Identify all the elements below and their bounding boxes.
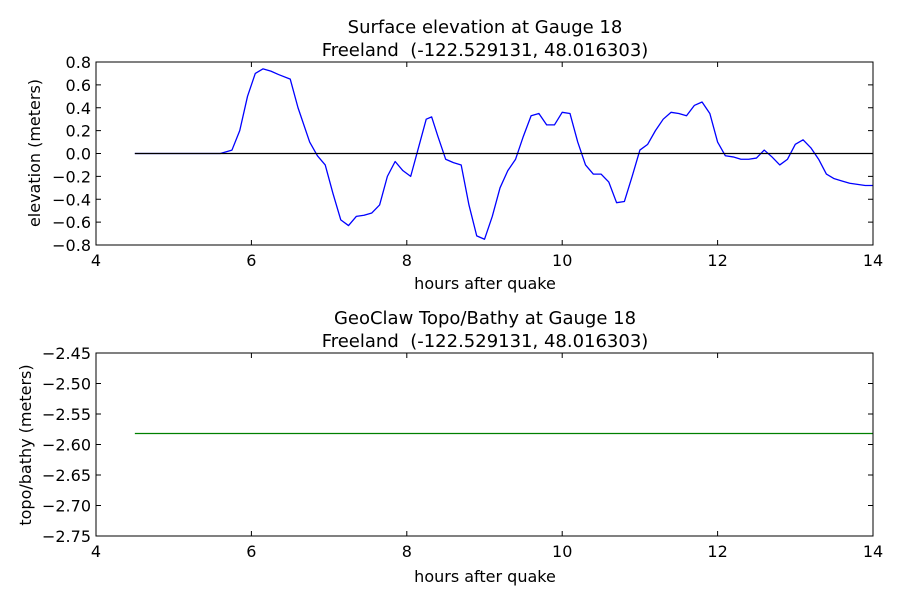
chart-1-plot-area: 4 6 8 10 12 14 0.8 0.6 0.4 0.2 0.0 −0.2 −0.4 −0.6 −0.8 [52, 53, 883, 270]
chart-1-ytick-label: −0.6 [52, 213, 91, 232]
chart-1-ytick-label: 0.0 [66, 145, 91, 164]
chart-2-plot-area: 4 6 8 10 12 14 −2.45 −2.50 −2.55 −2.60 −2.65 −2.70 −… [42, 344, 883, 561]
surface-elevation-chart: Surface elevation at Gauge 18 Freeland (… [25, 17, 883, 293]
chart-2-ylabel: topo/bathy (meters) [16, 364, 35, 525]
chart-1-ytick-label: −0.4 [52, 190, 91, 209]
chart-1-ytick-label: 0.4 [66, 99, 91, 118]
chart-1-ytick-label: 0.6 [66, 76, 91, 95]
chart-2-ytick-label: −2.55 [42, 405, 91, 424]
chart-2-xlabel: hours after quake [414, 567, 556, 586]
topo-bathy-chart: GeoClaw Topo/Bathy at Gauge 18 Freeland … [16, 308, 883, 586]
chart-1-subtitle: Freeland (-122.529131, 48.016303) [322, 40, 649, 61]
chart-1-xtick-label: 8 [402, 251, 412, 270]
chart-2-ytick-label: −2.60 [42, 436, 91, 455]
chart-1-xtick-label: 6 [246, 251, 256, 270]
chart-2-xtick-label: 12 [707, 542, 727, 561]
chart-1-xtick-label: 4 [91, 251, 101, 270]
chart-1-ytick-label: 0.8 [66, 53, 91, 72]
chart-2-ytick-label: −2.75 [42, 527, 91, 546]
chart-1-xtick-label: 14 [863, 251, 883, 270]
chart-1-ytick-label: −0.8 [52, 236, 91, 255]
chart-2-ytick-label: −2.50 [42, 375, 91, 394]
chart-1-title: Surface elevation at Gauge 18 [348, 17, 623, 38]
chart-1-xtick-label: 10 [552, 251, 572, 270]
chart-1-ytick-label: 0.2 [66, 122, 91, 141]
chart-2-xtick-label: 6 [246, 542, 256, 561]
chart-2-xtick-label: 4 [91, 542, 101, 561]
chart-2-subtitle: Freeland (-122.529131, 48.016303) [322, 331, 649, 352]
chart-2-xtick-label: 8 [402, 542, 412, 561]
chart-1-ylabel: elevation (meters) [25, 79, 44, 227]
chart-1-xlabel: hours after quake [414, 274, 556, 293]
chart-2-ytick-label: −2.70 [42, 497, 91, 516]
chart-2-ytick-label: −2.65 [42, 466, 91, 485]
chart-1-xtick-label: 12 [707, 251, 727, 270]
chart-2-xtick-label: 10 [552, 542, 572, 561]
chart-2-axes-frame [95, 352, 874, 537]
chart-1-ytick-label: −0.2 [52, 167, 91, 186]
chart-1-series-line-0 [134, 68, 873, 240]
chart-2-title: GeoClaw Topo/Bathy at Gauge 18 [334, 308, 636, 329]
chart-2-ytick-label: −2.45 [42, 344, 91, 363]
chart-2-xtick-label: 14 [863, 542, 883, 561]
